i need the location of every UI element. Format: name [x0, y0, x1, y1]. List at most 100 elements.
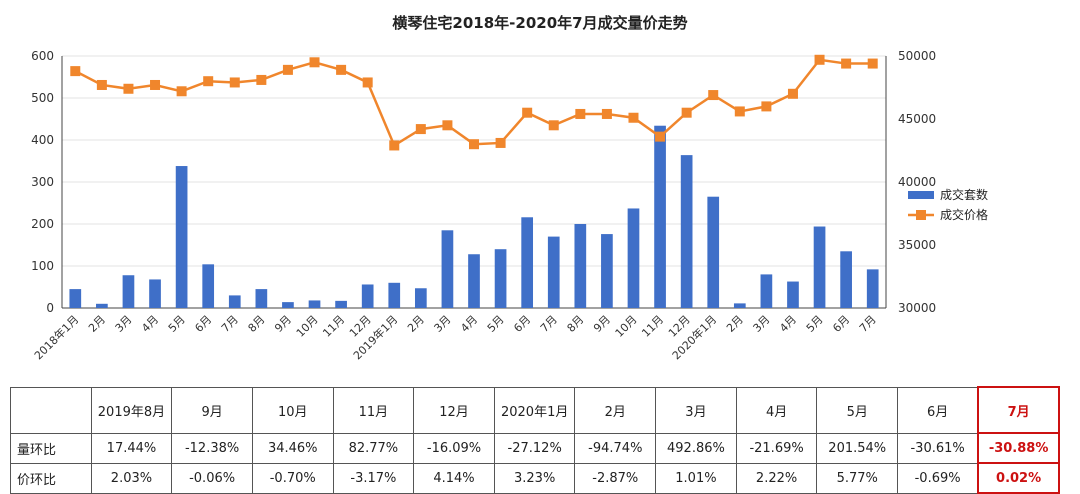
price-marker: [70, 66, 81, 77]
table-cell: -12.38%: [171, 432, 253, 464]
price-marker: [681, 107, 692, 118]
bar: [388, 282, 401, 308]
price-marker: [628, 112, 639, 123]
table-cell: -2.87%: [574, 462, 657, 494]
table-cell: -27.12%: [493, 432, 576, 464]
price-marker: [575, 108, 586, 119]
x-tick-label: 6月: [830, 313, 852, 335]
table-header-cell: 12月: [413, 386, 495, 434]
price-marker: [309, 57, 320, 68]
table-header-cell: 3月: [655, 386, 737, 434]
x-tick-label: 10月: [613, 313, 640, 340]
x-tick-label: 5月: [804, 313, 826, 335]
table-cell: 17.44%: [90, 432, 173, 464]
table-header-cell: 9月: [171, 386, 253, 434]
bar: [361, 284, 374, 308]
y-right-tick-label: 35000: [898, 238, 936, 252]
bar: [627, 208, 640, 308]
bar: [760, 274, 773, 308]
bar: [707, 196, 720, 308]
bar: [813, 226, 826, 308]
x-tick-label: 2018年1月: [31, 312, 81, 362]
price-marker: [734, 106, 745, 117]
x-tick-label: 3月: [432, 313, 454, 335]
y-left-tick-label: 300: [31, 175, 54, 189]
y-left-tick-label: 600: [31, 49, 54, 63]
chart-title: 横琴住宅2018年-2020年7月成交量价走势: [392, 14, 687, 32]
table-row: 量环比 17.44% -12.38% 34.46% 82.77% -16.09%…: [10, 432, 1060, 464]
table-header-cell: 5月: [816, 386, 899, 434]
x-tick-label: 7月: [538, 313, 560, 335]
bar: [787, 281, 799, 308]
bar: [228, 295, 241, 308]
table-cell: -21.69%: [735, 432, 818, 464]
bar: [149, 279, 161, 308]
y-left-tick-label: 0: [46, 301, 54, 315]
combo-chart: 横琴住宅2018年-2020年7月成交量价走势 0 100 200 300 400 500 6…: [31, 14, 988, 362]
table-cell: 492.86%: [655, 432, 737, 464]
table-cell: 34.46%: [251, 432, 334, 464]
table-header-cell: [10, 386, 92, 434]
table-header-cell: 10月: [251, 386, 334, 434]
table-cell: -3.17%: [332, 462, 415, 494]
price-marker: [150, 79, 161, 90]
table-header-cell: 2019年8月: [90, 386, 173, 434]
y-right-tick-label: 30000: [898, 301, 936, 315]
x-tick-label: 7月: [219, 313, 241, 335]
x-tick-label: 4月: [777, 313, 799, 335]
table-header-cell: 2月: [574, 386, 657, 434]
x-tick-label: 4月: [139, 313, 161, 335]
bar: [547, 236, 560, 308]
price-marker: [362, 77, 373, 88]
price-marker: [814, 54, 825, 65]
price-marker: [867, 58, 878, 69]
table-header-cell: 4月: [735, 386, 818, 434]
price-marker: [601, 108, 612, 119]
price-marker: [787, 88, 798, 99]
bar: [601, 234, 613, 308]
legend-label-line: 成交价格: [940, 207, 988, 222]
bar: [96, 303, 108, 308]
legend-swatch-bars: [908, 191, 934, 199]
y-right-tick-label: 40000: [898, 175, 936, 189]
bar: [654, 125, 666, 308]
price-marker: [96, 79, 107, 90]
table-cell: 82.77%: [332, 432, 415, 464]
table-row-label: 价环比: [10, 462, 92, 494]
y-left-tick-label: 200: [31, 217, 54, 231]
price-marker: [708, 90, 719, 101]
chart: 横琴住宅2018年-2020年7月成交量价走势 0 100 200 300 400 500 6…: [31, 14, 988, 362]
x-tick-label: 10月: [294, 313, 321, 340]
price-marker: [655, 131, 666, 142]
bar: [468, 254, 480, 308]
table-cell: 1.01%: [655, 462, 737, 494]
price-marker: [336, 64, 347, 75]
month-over-month-table: 2019年8月 9月 10月 11月 12月 2020年1月 2月 3月 4月 …: [10, 386, 1060, 494]
bar: [122, 275, 135, 308]
x-tick-label: 9月: [591, 313, 613, 335]
table-cell: 201.54%: [816, 432, 899, 464]
x-tick-label: 5月: [485, 313, 507, 335]
bar: [414, 288, 427, 308]
x-tick-label: 2月: [86, 313, 108, 335]
bar: [494, 249, 507, 308]
y-left-tick-label: 400: [31, 133, 54, 147]
table-row: 价环比 2.03% -0.06% -0.70% -3.17% 4.14% 3.2…: [10, 462, 1060, 494]
bar: [521, 217, 534, 308]
x-tick-label: 2月: [724, 313, 746, 335]
bar: [680, 155, 693, 308]
table-header-cell: 11月: [332, 386, 415, 434]
x-tick-label: 6月: [192, 313, 214, 335]
bar: [866, 269, 879, 308]
x-tick-label: 7月: [857, 313, 879, 335]
price-marker: [841, 58, 852, 69]
table-row-label: 量环比: [10, 432, 92, 464]
x-tick-label: 3月: [113, 313, 135, 335]
x-tick-label: 9月: [272, 313, 294, 335]
price-line: [74, 58, 873, 148]
bar: [255, 289, 268, 308]
price-marker: [282, 64, 293, 75]
y-right-tick-label: 50000: [898, 49, 936, 63]
bar: [175, 166, 188, 308]
table-cell: -30.61%: [897, 432, 979, 464]
